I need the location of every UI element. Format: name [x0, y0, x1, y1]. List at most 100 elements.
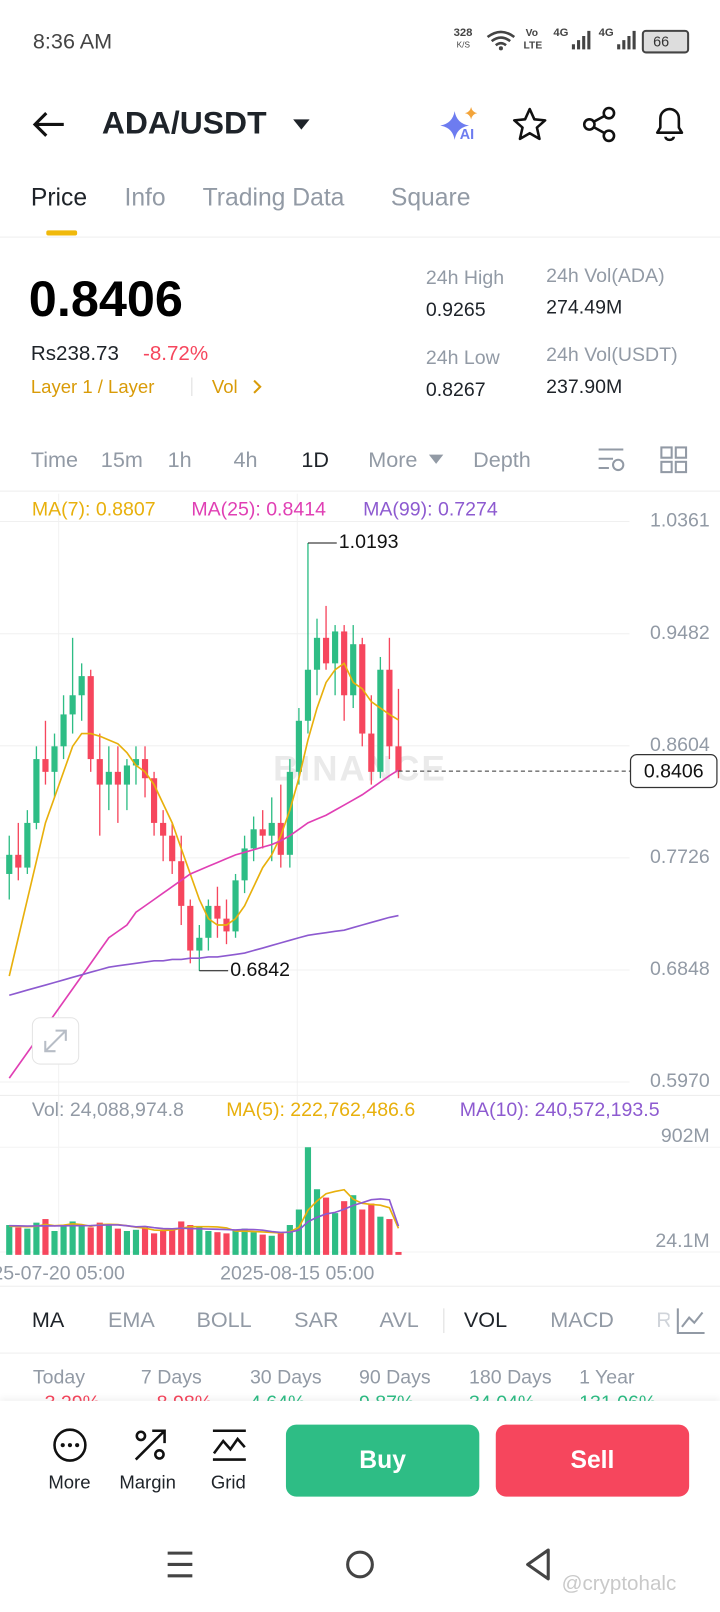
- y-tick-label: 1.0361: [650, 510, 710, 532]
- nav-home[interactable]: [344, 1548, 377, 1581]
- volume-bar: [33, 1222, 40, 1255]
- volume-bar: [304, 1147, 312, 1255]
- nav-recents[interactable]: [165, 1548, 196, 1581]
- y-tick-label: 0.7726: [650, 846, 710, 868]
- interval[interactable]: More: [368, 448, 418, 473]
- interval[interactable]: 4h: [233, 448, 258, 473]
- stat-value: 237.90M: [546, 376, 623, 399]
- candle-body: [15, 854, 22, 868]
- period-label: 1 Year: [579, 1366, 635, 1389]
- period-change: 9.87%: [358, 1392, 415, 1404]
- volume-bar: [332, 1213, 339, 1255]
- indicator[interactable]: R: [656, 1308, 672, 1332]
- volume-bar: [350, 1195, 357, 1255]
- tab[interactable]: Trading Data: [202, 184, 345, 212]
- period-row: Today -3.29% 7 Days -8.98% 30 Days 4.64%…: [0, 1363, 720, 1404]
- last-price-tag: [629, 754, 718, 789]
- divider: [191, 377, 193, 396]
- signal-icon: [617, 30, 636, 50]
- candle-body: [205, 905, 212, 938]
- volume-bar: [15, 1227, 22, 1255]
- candle-body: [377, 669, 384, 772]
- volume-bar: [105, 1223, 112, 1255]
- interval[interactable]: 15m: [100, 448, 143, 473]
- action-label[interactable]: Margin: [119, 1471, 176, 1493]
- action-label[interactable]: Grid: [210, 1471, 246, 1493]
- pair-dropdown[interactable]: [291, 117, 312, 131]
- volume-bar: [377, 1216, 384, 1255]
- expand-button[interactable]: [31, 1017, 80, 1065]
- indicator-active[interactable]: VOL: [463, 1308, 508, 1332]
- indicator-active[interactable]: MA: [31, 1308, 65, 1332]
- y-tick-label: 0.6848: [650, 958, 710, 980]
- action-label[interactable]: More: [48, 1471, 91, 1493]
- candle-body: [132, 759, 140, 766]
- favorite-button[interactable]: [511, 106, 548, 143]
- dropdown-caret: [428, 454, 444, 464]
- period-change: 131.06%: [579, 1392, 657, 1404]
- interval-active[interactable]: 1D: [301, 448, 329, 473]
- volume-bar: [42, 1219, 49, 1255]
- period-change: -3.29%: [38, 1392, 100, 1404]
- grid-icon[interactable]: [211, 1427, 248, 1464]
- low-label: 0.6842: [230, 959, 290, 981]
- indicator[interactable]: MACD: [550, 1308, 614, 1332]
- share-button[interactable]: [581, 106, 618, 143]
- indicator[interactable]: AVL: [379, 1308, 419, 1332]
- sector-tag[interactable]: Layer 1 / Layer: [30, 376, 155, 398]
- indicator[interactable]: EMA: [107, 1308, 155, 1332]
- back-button[interactable]: [31, 109, 68, 140]
- margin-icon[interactable]: [132, 1427, 169, 1464]
- nav-back[interactable]: [523, 1547, 554, 1582]
- candle-body: [187, 905, 194, 951]
- chevron: [253, 379, 262, 394]
- candle-body: [259, 829, 266, 836]
- indicator[interactable]: BOLL: [196, 1308, 252, 1332]
- ai-button[interactable]: [440, 105, 485, 144]
- candle-body: [42, 759, 49, 772]
- candle-body: [241, 848, 248, 881]
- candle-body: [150, 778, 158, 823]
- tab[interactable]: Square: [390, 184, 471, 212]
- indicator[interactable]: SAR: [294, 1308, 339, 1332]
- candle-body: [286, 771, 293, 855]
- high-label: 1.0193: [339, 531, 399, 553]
- candle-body: [105, 771, 112, 785]
- candle-body: [141, 759, 149, 779]
- period-label: 7 Days: [140, 1366, 202, 1389]
- divider: [0, 490, 720, 492]
- clock: 8:36 AM: [32, 29, 113, 54]
- volume-bar: [96, 1222, 103, 1255]
- volume-bar: [277, 1233, 284, 1255]
- volume-bar: [313, 1189, 321, 1255]
- volume-bar: [386, 1219, 393, 1255]
- tab[interactable]: Info: [124, 184, 166, 212]
- volume-bar: [141, 1227, 149, 1255]
- candle-body: [196, 937, 203, 951]
- volume-bar: [205, 1230, 212, 1255]
- interval[interactable]: Time: [30, 448, 79, 473]
- settings-icon[interactable]: [597, 445, 628, 474]
- volume-bar: [114, 1228, 121, 1255]
- buy-button[interactable]: Buy: [285, 1424, 480, 1497]
- tab-active[interactable]: Price: [30, 184, 88, 212]
- candle-body: [232, 880, 239, 932]
- volume-bar: [322, 1197, 330, 1255]
- pair-title[interactable]: ADA/USDT: [101, 104, 267, 141]
- sell-button[interactable]: Sell: [495, 1424, 690, 1497]
- period-label: 180 Days: [469, 1366, 552, 1389]
- battery: [641, 29, 690, 54]
- layout-icon[interactable]: [659, 445, 688, 474]
- volume-bar: [60, 1225, 67, 1255]
- volume-bar: [6, 1225, 13, 1255]
- more-icon[interactable]: [51, 1427, 88, 1464]
- volume-bar: [223, 1233, 230, 1255]
- vol-link[interactable]: Vol: [211, 376, 238, 398]
- divider: [443, 1308, 445, 1334]
- ma-line: [8, 769, 399, 1079]
- alert-button[interactable]: [651, 104, 688, 143]
- interval[interactable]: Depth: [473, 448, 531, 473]
- indicator-settings[interactable]: [669, 1298, 720, 1344]
- interval[interactable]: 1h: [167, 448, 192, 473]
